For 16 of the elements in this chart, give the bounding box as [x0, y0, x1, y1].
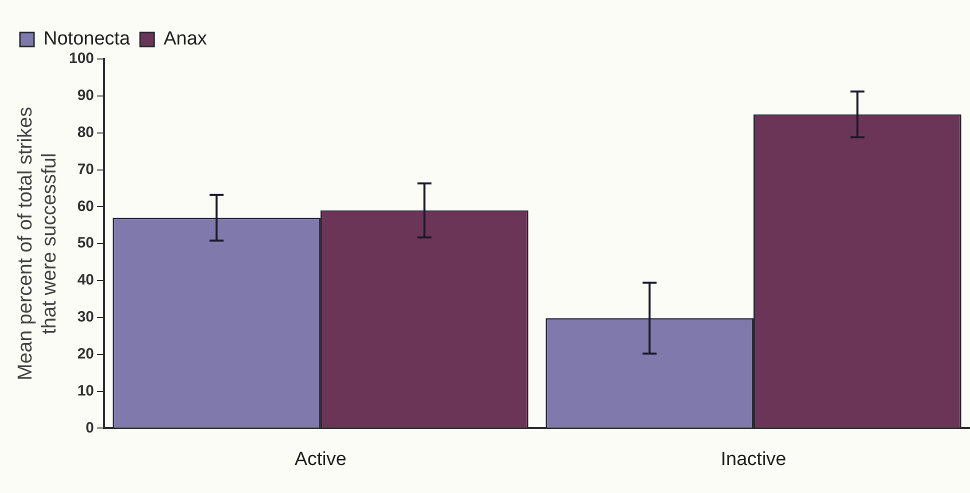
y-tick-label: 80	[77, 124, 94, 141]
y-axis-title: Mean percent of of total strikes that were successful	[14, 106, 61, 380]
y-tick-label: 70	[77, 160, 94, 178]
x-tick-label: Active	[294, 448, 346, 470]
x-tick-label: Inactive	[720, 448, 786, 470]
y-tick-label: 90	[77, 87, 94, 104]
legend-label: Anax	[164, 28, 208, 50]
y-tick-label: 10	[77, 382, 94, 400]
legend-label: Notonecta	[44, 28, 131, 50]
y-tick-label: 100	[68, 50, 94, 68]
y-tick-label: 0	[86, 419, 94, 436]
y-tick-label: 40	[77, 272, 94, 289]
y-tick-label: 20	[77, 346, 94, 362]
y-tick-label: 60	[77, 198, 94, 215]
y-tick-label: 50	[77, 234, 94, 252]
y-tick-label: 30	[77, 308, 94, 326]
